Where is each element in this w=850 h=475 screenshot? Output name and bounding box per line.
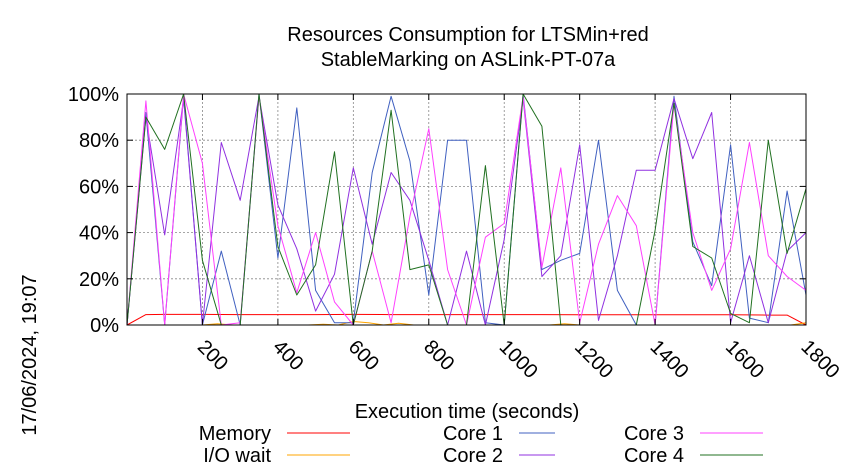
y-tick-label: 80% xyxy=(79,130,119,152)
legend-label: Core 1 xyxy=(443,423,503,445)
legend-label: Core 3 xyxy=(624,423,684,445)
y-tick-label: 60% xyxy=(79,176,119,198)
timestamp: 17/06/2024, 19:07 xyxy=(19,274,41,435)
x-tick-label: 1200 xyxy=(570,336,617,383)
chart-subtitle: StableMarking on ASLink-PT-07a xyxy=(321,49,616,71)
x-tick-label: 400 xyxy=(268,336,307,375)
y-axis: 0% 20% 40% 60% 80% 100% xyxy=(68,84,806,337)
chart-title: Resources Consumption for LTSMin+red xyxy=(287,24,648,46)
series-line-core-2 xyxy=(126,95,807,326)
plot-frame xyxy=(126,93,807,326)
x-tick-label: 200 xyxy=(193,336,232,375)
x-tick-label: 800 xyxy=(419,336,458,375)
legend-label: I/O wait xyxy=(203,445,271,467)
legend-label: Core 2 xyxy=(443,445,503,467)
series-line-core-4 xyxy=(126,93,807,326)
y-tick-label: 100% xyxy=(68,84,119,106)
y-tick-label: 20% xyxy=(79,269,119,291)
series-line-core-1 xyxy=(126,93,807,326)
series-line-core-3 xyxy=(126,93,807,326)
y-tick-label: 0% xyxy=(90,315,119,337)
x-tick-label: 1800 xyxy=(796,336,843,383)
x-tick-label: 1400 xyxy=(646,336,693,383)
series-line-memory xyxy=(126,313,807,326)
x-tick-label: 1000 xyxy=(495,336,542,383)
series-lines xyxy=(126,93,807,326)
x-tick-label: 1600 xyxy=(721,336,768,383)
legend-label: Memory xyxy=(199,423,271,445)
grid xyxy=(127,94,806,325)
x-axis-label: Execution time (seconds) xyxy=(355,401,580,423)
x-tick-label: 600 xyxy=(344,336,383,375)
y-tick-label: 40% xyxy=(79,223,119,245)
legend-label: Core 4 xyxy=(624,445,684,467)
